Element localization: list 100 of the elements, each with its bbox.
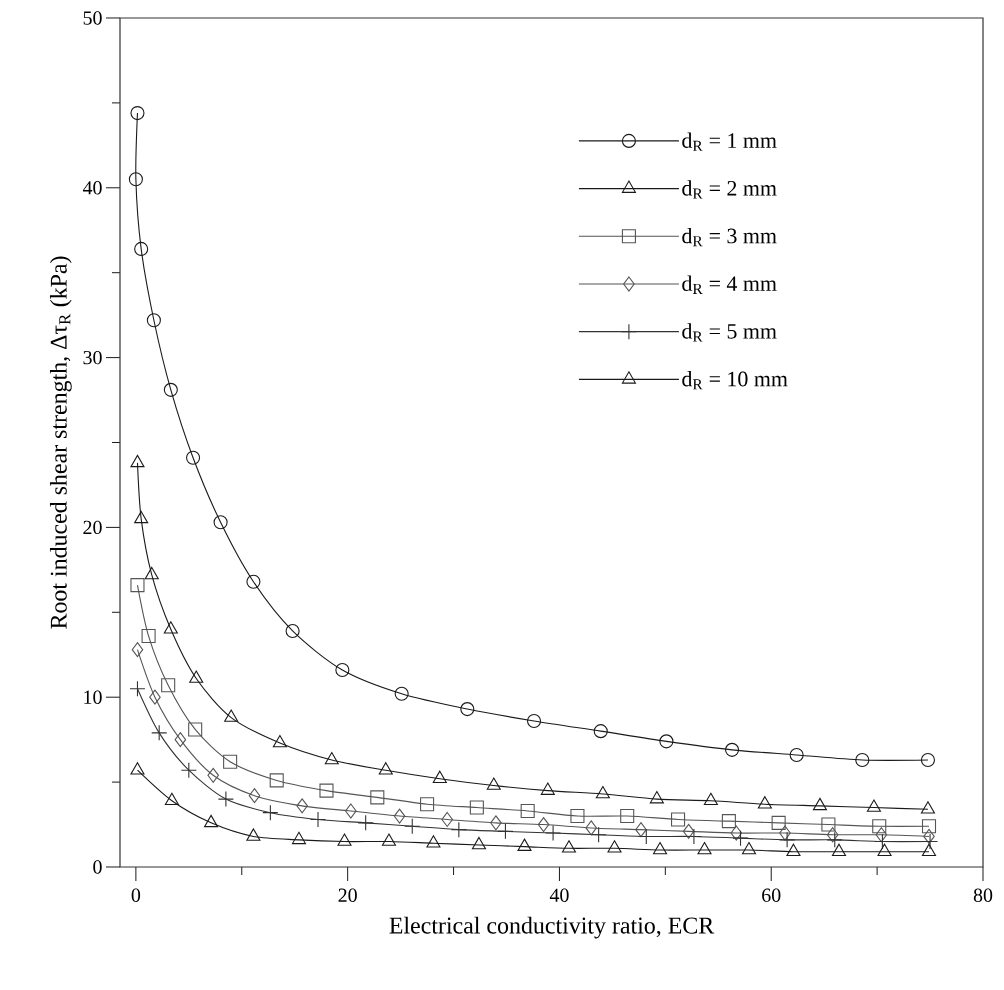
point: [324, 751, 339, 765]
point: [826, 827, 839, 843]
point: [570, 809, 585, 824]
point: [520, 803, 535, 819]
point: [345, 803, 357, 819]
point: [163, 621, 178, 634]
point: [134, 510, 149, 524]
point: [180, 762, 197, 779]
y-tick-label: 50: [83, 11, 102, 25]
point: [920, 801, 935, 814]
point: [872, 819, 887, 834]
point: [450, 821, 467, 838]
legend-label: d$_{R}$ = 4 mm: [682, 275, 777, 294]
point: [490, 815, 502, 831]
legend-label: d$_{R}$ = 5 mm: [682, 323, 777, 342]
point: [875, 827, 888, 843]
point: [381, 833, 397, 846]
point: [786, 843, 801, 857]
point: [130, 762, 145, 775]
point: [741, 841, 757, 855]
point: [335, 662, 350, 678]
point: [921, 819, 937, 834]
point: [771, 815, 786, 830]
point: [732, 830, 749, 847]
legend-label: d$_{R}$ = 10 mm: [682, 371, 788, 390]
point: [188, 722, 203, 737]
point: [144, 566, 159, 580]
x-tick-label: 80: [973, 888, 993, 902]
point: [296, 798, 308, 814]
point: [685, 828, 702, 845]
point: [877, 843, 892, 857]
point: [404, 818, 421, 835]
point: [151, 724, 168, 741]
point: [757, 796, 772, 809]
point: [432, 770, 447, 783]
x-tick-label: 40: [549, 888, 569, 902]
point: [866, 799, 881, 812]
point: [721, 814, 736, 829]
point: [537, 817, 550, 833]
point: [393, 808, 406, 824]
point: [540, 782, 555, 795]
point: [378, 762, 393, 775]
point: [141, 629, 156, 644]
point: [426, 835, 441, 848]
x-tick-label: 20: [338, 888, 357, 902]
point: [821, 817, 836, 832]
point: [812, 797, 827, 811]
x-tick-label: 60: [762, 888, 781, 902]
point: [826, 831, 843, 848]
point: [831, 843, 847, 857]
point: [789, 747, 804, 762]
point: [131, 642, 144, 658]
point: [163, 382, 178, 397]
point: [920, 752, 935, 768]
point: [697, 841, 712, 855]
point: [186, 450, 201, 465]
point: [607, 840, 622, 853]
point: [246, 828, 261, 841]
point: [207, 767, 219, 783]
point: [189, 670, 204, 683]
point: [585, 820, 598, 836]
point: [593, 724, 608, 739]
point: [703, 792, 718, 806]
point: [174, 732, 187, 748]
point: [561, 840, 577, 853]
point: [248, 788, 261, 804]
point: [923, 828, 935, 844]
point: [653, 841, 668, 855]
legend-label: d$_{R}$ = 1 mm: [682, 132, 777, 151]
point: [471, 836, 487, 850]
point: [517, 838, 532, 851]
point: [130, 578, 145, 593]
point: [357, 814, 374, 831]
point: [262, 804, 279, 821]
point: [213, 515, 228, 530]
point: [370, 790, 385, 805]
point: [595, 785, 610, 799]
point: [486, 777, 501, 790]
point: [590, 826, 607, 843]
y-tick-label: 30: [83, 350, 102, 365]
point: [649, 791, 664, 804]
point: [146, 313, 161, 328]
point: [725, 742, 740, 757]
point: [620, 809, 635, 824]
point: [269, 773, 284, 788]
point: [223, 754, 238, 769]
point: [309, 811, 327, 828]
point: [217, 791, 234, 808]
point: [682, 823, 695, 839]
legend-label: d$_{R}$ = 3 mm: [682, 227, 777, 247]
point: [291, 831, 306, 845]
point: [670, 812, 686, 827]
y-tick-label: 10: [84, 690, 102, 704]
point: [224, 709, 239, 722]
point: [204, 814, 219, 828]
point: [635, 822, 647, 838]
point: [497, 823, 514, 840]
point: [441, 811, 453, 828]
point: [545, 824, 562, 842]
point: [130, 454, 145, 468]
